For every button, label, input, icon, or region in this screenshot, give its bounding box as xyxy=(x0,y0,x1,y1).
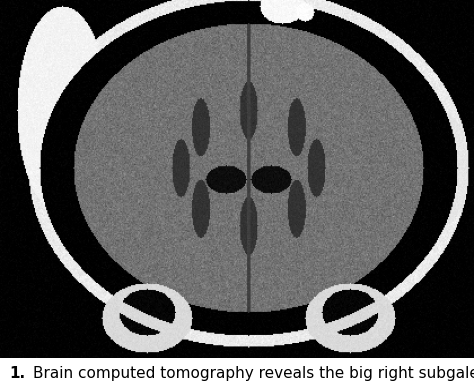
Text: 1.: 1. xyxy=(9,366,26,381)
Text: Brain computed tomography reveals the big right subgaleal: Brain computed tomography reveals the bi… xyxy=(33,366,474,381)
